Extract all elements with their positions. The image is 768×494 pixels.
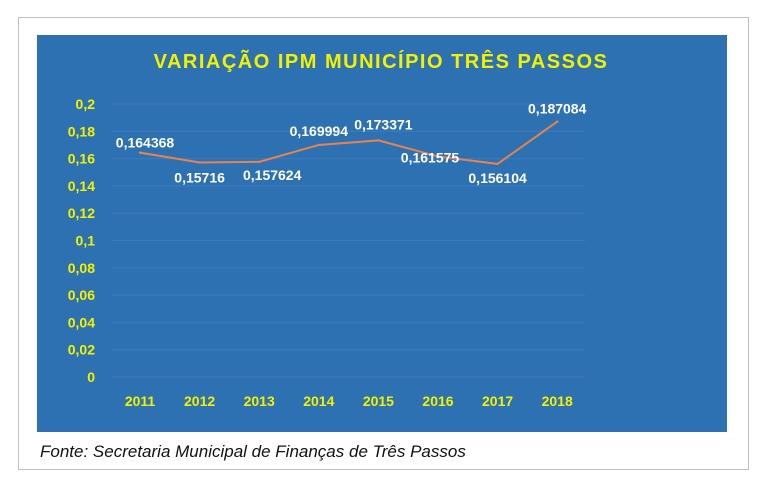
series-line — [139, 120, 558, 165]
y-tick-label: 0,08 — [68, 260, 95, 276]
x-tick-label: 2017 — [482, 393, 513, 409]
x-tick-label: 2014 — [303, 393, 334, 409]
source-caption: Fonte: Secretaria Municipal de Finanças … — [40, 442, 466, 461]
y-tick-label: 0,14 — [68, 178, 95, 194]
data-point — [377, 139, 380, 142]
figure-frame — [18, 17, 749, 470]
y-tick-label: 0,16 — [68, 151, 95, 167]
data-point — [198, 161, 201, 164]
x-tick-label: 2012 — [184, 393, 215, 409]
chart-panel — [37, 35, 727, 432]
data-label: 0,157624 — [243, 167, 302, 183]
chart-title: VARIAÇÃO IPM MUNICÍPIO TRÊS PASSOS — [154, 49, 609, 73]
data-label: 0,164368 — [116, 135, 175, 151]
y-tick-label: 0,04 — [68, 314, 95, 330]
x-tick-label: 2013 — [244, 393, 275, 409]
y-tick-label: 0,12 — [68, 205, 95, 221]
y-tick-label: 0,02 — [68, 342, 95, 358]
data-point — [436, 155, 440, 158]
data-point — [138, 151, 142, 154]
data-point — [556, 120, 559, 123]
data-point — [317, 143, 320, 147]
data-label: 0,187084 — [528, 101, 587, 117]
x-tick-label: 2016 — [422, 393, 453, 409]
x-tick-label: 2011 — [125, 393, 156, 409]
data-point — [258, 160, 261, 164]
y-tick-label: 0 — [87, 369, 95, 385]
data-label: 0,156104 — [468, 170, 527, 186]
x-tick-label: 2018 — [542, 393, 573, 409]
y-tick-label: 0,2 — [76, 96, 96, 112]
data-label: 0,15716 — [174, 169, 225, 185]
y-tick-label: 0,06 — [68, 287, 95, 303]
data-label: 0,169994 — [290, 123, 349, 139]
data-label: 0,161575 — [401, 149, 460, 165]
data-label: 0,173371 — [354, 116, 413, 132]
x-tick-label: 2015 — [363, 393, 394, 409]
data-point — [496, 162, 499, 166]
y-tick-label: 0,18 — [68, 123, 95, 139]
y-tick-label: 0,1 — [76, 233, 96, 249]
